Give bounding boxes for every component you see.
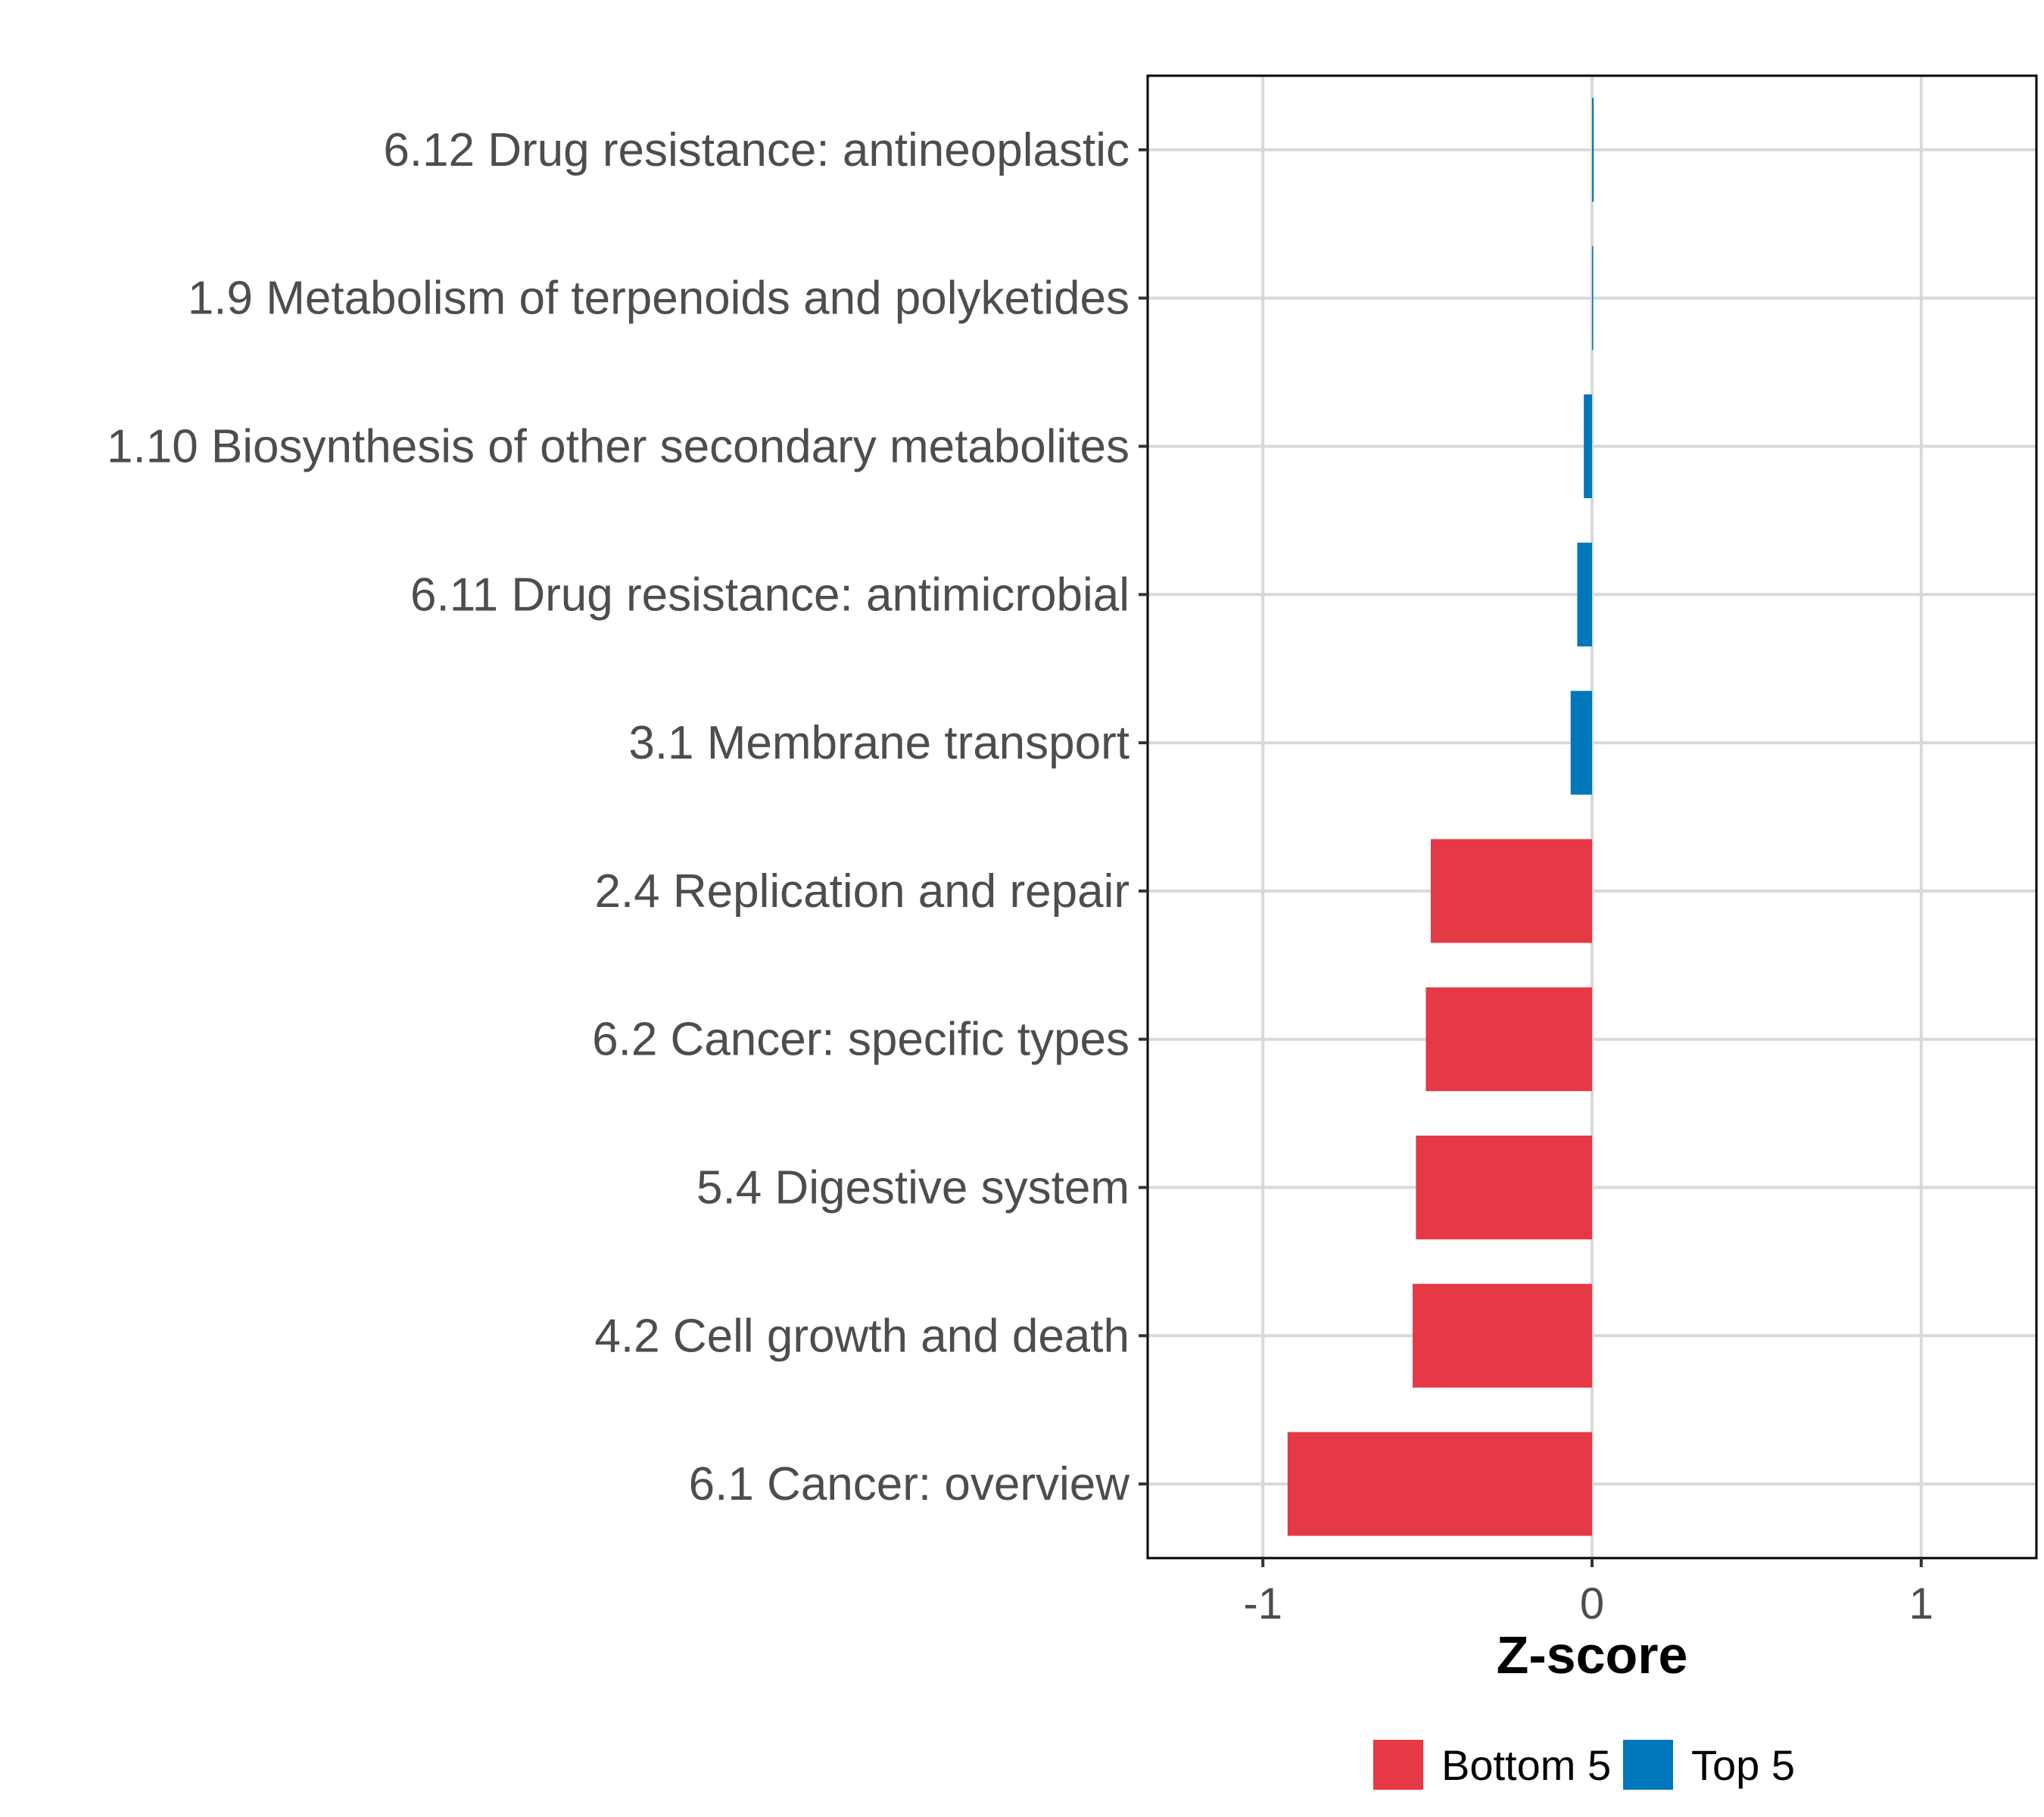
bar [1426, 987, 1592, 1092]
legend-swatch [1623, 1740, 1673, 1790]
bar [1577, 542, 1592, 647]
y-tick-label: 6.11 Drug resistance: antimicrobial [410, 569, 1129, 621]
y-tick-label: 6.2 Cancer: specific types [592, 1014, 1129, 1066]
y-tick-label: 3.1 Membrane transport [628, 717, 1129, 769]
y-tick-label: 5.4 Digestive system [696, 1162, 1129, 1214]
y-tick-label: 1.10 Biosynthesis of other secondary met… [107, 421, 1129, 473]
y-tick-label: 2.4 Replication and repair [594, 865, 1129, 918]
legend-swatch [1373, 1740, 1423, 1790]
bar [1413, 1283, 1592, 1388]
y-tick-label: 4.2 Cell growth and death [594, 1310, 1129, 1362]
y-axis: 6.12 Drug resistance: antineoplastic 1.9 … [107, 124, 1148, 1510]
legend-label: Bottom 5 [1441, 1741, 1611, 1789]
x-axis-title: Z-score [1497, 1625, 1688, 1685]
y-tick-label: 6.12 Drug resistance: antineoplastic [383, 124, 1129, 176]
x-tick-label: 0 [1580, 1579, 1604, 1628]
x-tick-label: 1 [1909, 1579, 1933, 1628]
bar [1430, 839, 1592, 943]
bar [1416, 1135, 1592, 1240]
x-axis: -1 0 1 [1243, 1558, 1933, 1628]
bar [1592, 246, 1594, 351]
bar [1287, 1432, 1592, 1536]
bar [1592, 98, 1594, 202]
legend-label: Top 5 [1691, 1741, 1795, 1789]
bar [1570, 690, 1592, 795]
bars [1287, 98, 1594, 1536]
x-tick-label: -1 [1243, 1579, 1282, 1628]
y-tick-label: 6.1 Cancer: overview [689, 1458, 1130, 1510]
legend: Bottom 5 Top 5 [1373, 1740, 1795, 1790]
bar [1584, 394, 1592, 499]
y-tick-label: 1.9 Metabolism of terpenoids and polyket… [188, 273, 1129, 325]
